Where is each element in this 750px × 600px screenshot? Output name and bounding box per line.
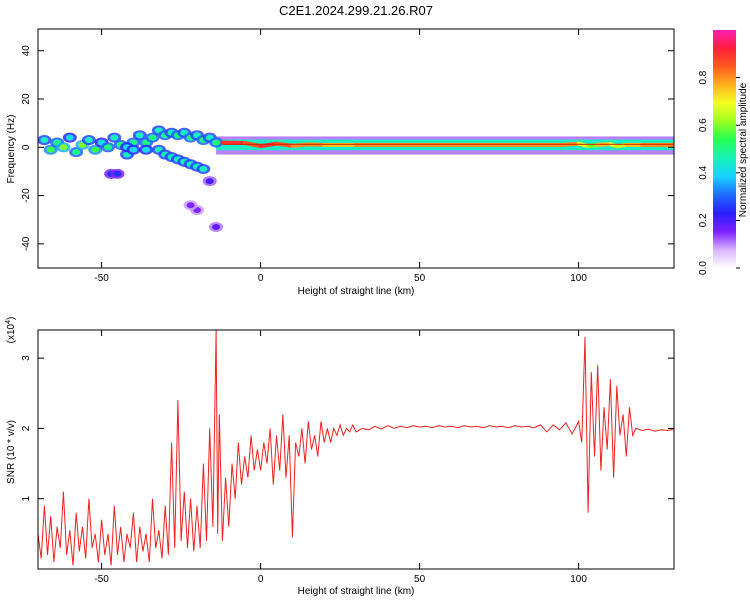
colorbar-tick-label: 0.0 — [698, 261, 709, 275]
colorbar-gradient — [713, 30, 736, 268]
snr-line — [38, 330, 674, 566]
y-tick-label: 20 — [21, 93, 32, 105]
y-scale-factor: (x104) — [5, 317, 17, 344]
colorbar-label: Normalized spectral amplitude — [738, 82, 749, 217]
heatmap-core — [199, 166, 208, 173]
heatmap-core — [46, 146, 55, 153]
heatmap-core — [110, 134, 119, 141]
bottom-plot-frame — [37, 329, 675, 570]
heatmap-core — [103, 144, 112, 151]
heatmap-core — [129, 146, 138, 153]
x-tick-label: 50 — [414, 574, 426, 585]
x-tick-label: 50 — [414, 273, 426, 284]
x-tick-label: 0 — [258, 273, 264, 284]
y-tick-label: 0 — [21, 144, 32, 150]
x-tick-label: -50 — [94, 273, 109, 284]
bottom-plot-area — [38, 330, 674, 569]
top-x-axis-label: Height of straight line (km) — [298, 286, 415, 297]
heatmap-core — [135, 132, 144, 139]
colorbar: 0.0 0.2 0.4 0.6 0.8 Normalized spectral ampl… — [698, 30, 749, 275]
heatmap-core — [148, 134, 157, 141]
heatmap-core — [65, 134, 74, 141]
heatmap-core — [72, 149, 81, 156]
heatmap-core — [59, 144, 68, 151]
top-y-axis-label: Frequency (Hz) — [6, 115, 17, 184]
top-plot-frame — [37, 28, 675, 269]
heatmap-core — [142, 146, 151, 153]
colorbar-tick-label: 0.4 — [698, 165, 709, 179]
x-tick-label: 100 — [570, 273, 587, 284]
svg-text:(x104): (x104) — [5, 317, 17, 344]
snr-marks — [38, 330, 674, 566]
colorbar-tick-label: 0.2 — [698, 213, 709, 227]
y-tick-label: 2 — [21, 425, 32, 431]
bottom-axis-ticks: -50 0 50 100 1 2 3 — [21, 330, 674, 585]
scale-exponent: 4 — [5, 320, 12, 324]
bottom-x-axis-label: Height of straight line (km) — [298, 586, 415, 597]
heatmap-core — [84, 137, 93, 144]
heatmap-core — [212, 223, 221, 230]
chart-title: C2E1.2024.299.21.26.R07 — [279, 3, 433, 18]
heatmap-marks — [38, 125, 674, 232]
heatmap-core — [91, 146, 100, 153]
colorbar-ticks: 0.0 0.2 0.4 0.6 0.8 — [698, 70, 740, 275]
y-tick-label: -20 — [21, 188, 32, 203]
y-tick-label: -40 — [21, 236, 32, 251]
heatmap-core — [212, 139, 221, 146]
y-tick-label: 3 — [21, 355, 32, 361]
heatmap-core — [205, 178, 214, 185]
x-tick-label: 0 — [258, 574, 264, 585]
scale-suffix: ) — [6, 317, 17, 320]
bottom-panel: -50 0 50 100 1 2 3 Height of straight line (km… — [5, 317, 675, 597]
heatmap-core — [40, 137, 49, 144]
top-panel: -50 0 50 100 -40 -20 0 20 40 Height of straight … — [6, 28, 675, 297]
heatmap-core — [186, 202, 195, 209]
heatmap-core — [113, 170, 122, 177]
x-tick-label: -50 — [94, 574, 109, 585]
scale-prefix: (x10 — [6, 323, 17, 343]
y-tick-label: 1 — [21, 495, 32, 501]
bottom-y-axis-label: SNR (10 * v/v) — [6, 420, 17, 484]
colorbar-tick-label: 0.6 — [698, 118, 709, 132]
colorbar-tick-label: 0.8 — [698, 70, 709, 84]
top-axis-ticks: -50 0 50 100 -40 -20 0 20 40 — [21, 29, 674, 284]
y-tick-label: 40 — [21, 45, 32, 57]
x-tick-label: 100 — [570, 574, 587, 585]
